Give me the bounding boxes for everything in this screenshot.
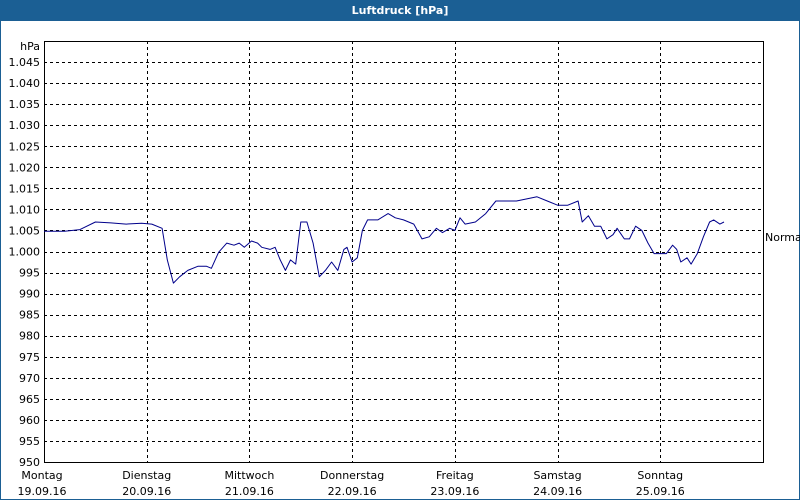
grid-lines — [44, 41, 763, 462]
series-layer — [44, 196, 725, 284]
y-axis-label: hPa — [20, 40, 40, 53]
y-tick-label: 1.005 — [9, 224, 41, 237]
x-axis-ticks: Montag 19.09.16 Dienstag 20.09.16 Mittwoch 21… — [18, 469, 685, 498]
pressure-series-line — [44, 196, 725, 284]
x-tick-date: 19.09.16 — [18, 485, 67, 498]
x-tick-day: Freitag — [436, 469, 474, 482]
y-tick-label: 970 — [19, 372, 40, 385]
y-tick-label: 965 — [19, 393, 40, 406]
y-tick-label: 1.040 — [9, 77, 41, 90]
x-tick-date: 25.09.16 — [636, 485, 685, 498]
chart-title: Luftdruck [hPa] — [1, 1, 799, 21]
y-axis-ticks: 950 955 960 965 970 975 980 985 990 995 1.000 1.005… — [9, 40, 41, 469]
y-tick-label: 1.000 — [9, 246, 41, 259]
x-tick-day: Dienstag — [122, 469, 171, 482]
y-tick-label: 1.030 — [9, 119, 41, 132]
x-tick-day: Donnerstag — [320, 469, 384, 482]
y-tick-label: 1.010 — [9, 203, 41, 216]
x-tick-date: 21.09.16 — [225, 485, 274, 498]
reference-label-layer: Normal — [765, 231, 800, 244]
y-tick-label: 1.035 — [9, 98, 41, 111]
plot-area — [44, 41, 764, 463]
x-tick-day: Samstag — [533, 469, 581, 482]
x-tick-day: Montag — [21, 469, 62, 482]
x-tick-day: Mittwoch — [224, 469, 274, 482]
x-tick-date: 24.09.16 — [533, 485, 582, 498]
x-tick-date: 23.09.16 — [430, 485, 479, 498]
x-tick-date: 20.09.16 — [122, 485, 171, 498]
y-tick-label: 995 — [19, 267, 40, 280]
x-tick-date: 22.09.16 — [328, 485, 377, 498]
normal-reference-label: Normal — [765, 231, 800, 244]
y-tick-label: 1.015 — [9, 182, 41, 195]
y-tick-label: 990 — [19, 288, 40, 301]
y-tick-label: 1.025 — [9, 140, 41, 153]
y-tick-label: 1.045 — [9, 56, 41, 69]
y-tick-label: 980 — [19, 330, 40, 343]
y-tick-label: 985 — [19, 309, 40, 322]
y-tick-label: 975 — [19, 351, 40, 364]
x-tick-day: Sonntag — [637, 469, 683, 482]
y-tick-label: 955 — [19, 435, 40, 448]
y-tick-label: 950 — [19, 456, 40, 469]
y-tick-label: 1.020 — [9, 161, 41, 174]
y-tick-label: 960 — [19, 414, 40, 427]
